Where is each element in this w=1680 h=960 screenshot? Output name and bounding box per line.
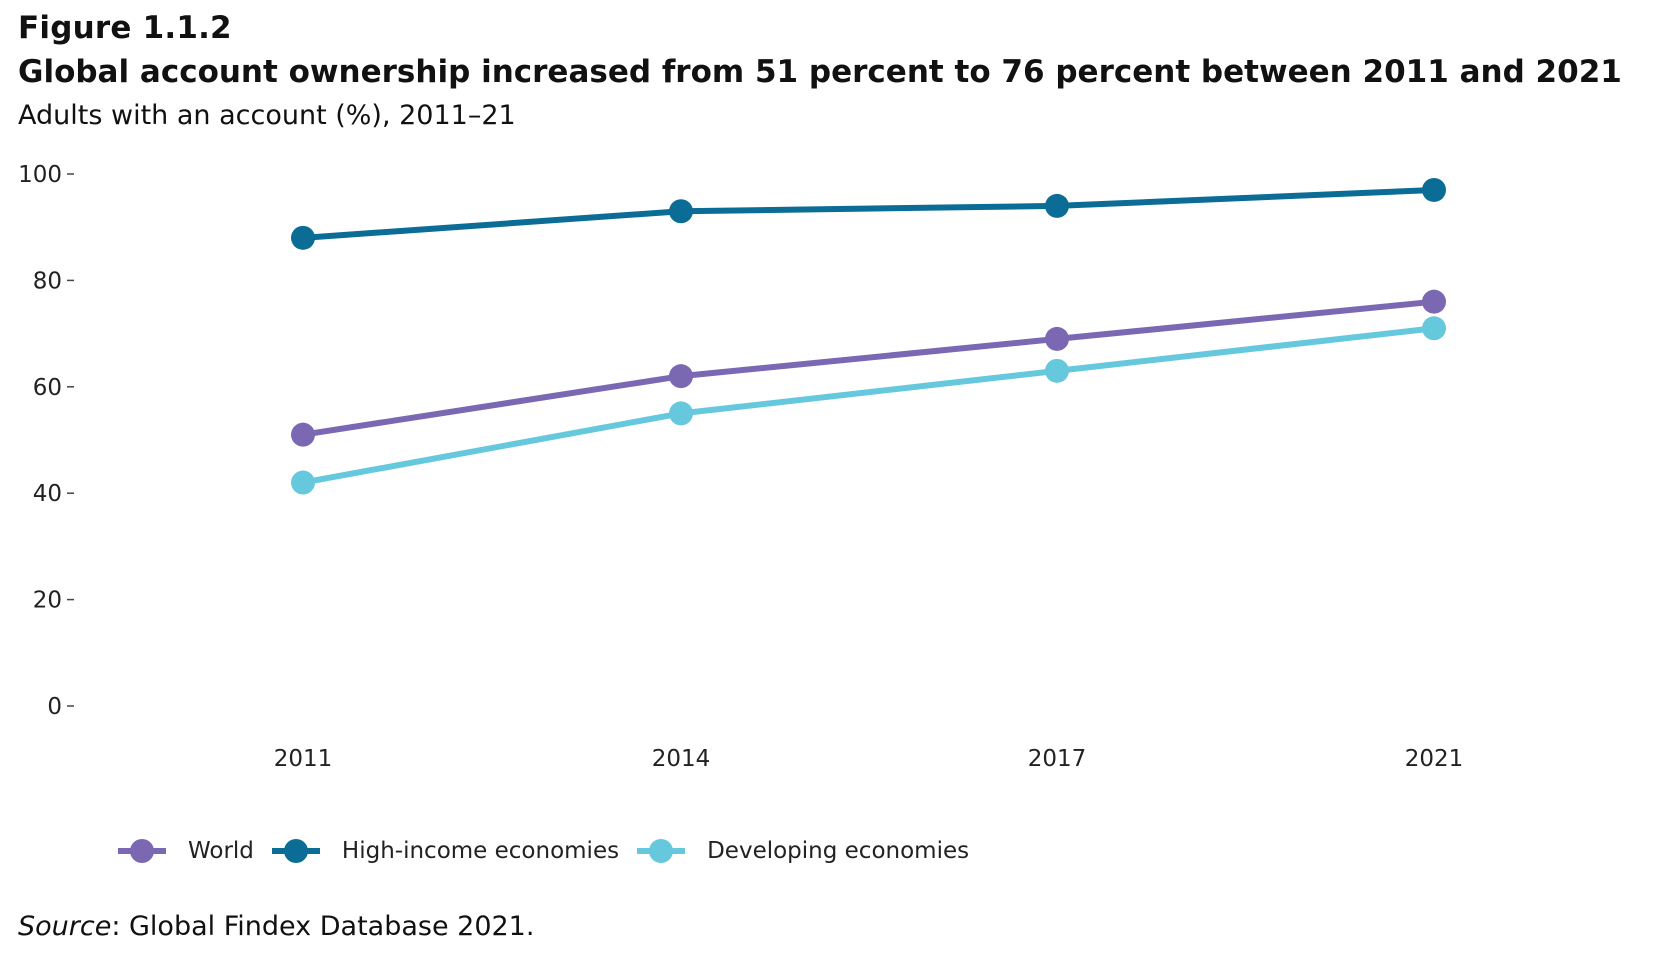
chart-title: Global account ownership increased from …: [18, 54, 1622, 90]
source-label: Source: [18, 911, 112, 942]
chart-subtitle: Adults with an account (%), 2011–21: [18, 100, 516, 131]
point-high-income-economies-2021: [1422, 177, 1446, 202]
point-developing-economies-2021: [1422, 316, 1446, 341]
x-axis: 2011 2014 2017 2021: [274, 746, 1464, 772]
world-legend-key: [118, 836, 166, 866]
point-world-2011: [291, 422, 315, 447]
point-world-2017: [1045, 326, 1069, 351]
developing-legend-label: Developing economies: [707, 838, 970, 864]
point-world-2014: [669, 364, 693, 389]
y-tick-label-80: 80: [33, 268, 62, 294]
y-tick-label-100: 100: [18, 162, 62, 188]
series-points: [291, 177, 1446, 495]
world-legend-dot: [130, 839, 154, 863]
series-line-developing-economies: [300, 325, 1437, 486]
legend-item-high-income: High-income economies: [271, 836, 620, 866]
y-tick-label-0: 0: [47, 694, 62, 720]
point-developing-economies-2017: [1045, 358, 1069, 383]
high-income-legend-key: [271, 836, 320, 866]
y-tick-label-20: 20: [33, 588, 62, 614]
source-note: Source: Global Findex Database 2021.: [18, 911, 534, 942]
developing-legend-key: [637, 836, 686, 866]
point-high-income-economies-2014: [669, 199, 693, 224]
series-line-high-income-economies: [300, 186, 1437, 241]
chart-legend: World High-income economies Developing e…: [118, 836, 987, 866]
point-high-income-economies-2017: [1045, 193, 1069, 218]
legend-item-world: World: [118, 836, 254, 866]
point-developing-economies-2011: [291, 470, 315, 495]
source-text: : Global Findex Database 2021.: [111, 911, 535, 942]
point-world-2021: [1422, 289, 1446, 314]
developing-legend-dot: [649, 839, 674, 863]
x-tick-label-2011: 2011: [274, 746, 333, 772]
series-lines: [300, 186, 1437, 486]
high-income-legend-dot: [283, 839, 308, 863]
legend-item-developing: Developing economies: [637, 836, 969, 866]
world-legend-label: World: [188, 838, 254, 864]
y-tick-label-60: 60: [33, 375, 62, 401]
series-line-world: [300, 298, 1437, 438]
high-income-legend-label: High-income economies: [341, 838, 620, 864]
x-tick-label-2021: 2021: [1405, 746, 1464, 772]
point-high-income-economies-2011: [291, 225, 315, 250]
x-tick-label-2014: 2014: [652, 746, 711, 772]
x-tick-label-2017: 2017: [1028, 746, 1087, 772]
y-tick-label-40: 40: [33, 481, 62, 507]
y-axis: 0 20 40 60 80 100: [18, 162, 74, 720]
point-developing-economies-2014: [669, 401, 693, 426]
figure-label: Figure 1.1.2: [18, 10, 232, 46]
